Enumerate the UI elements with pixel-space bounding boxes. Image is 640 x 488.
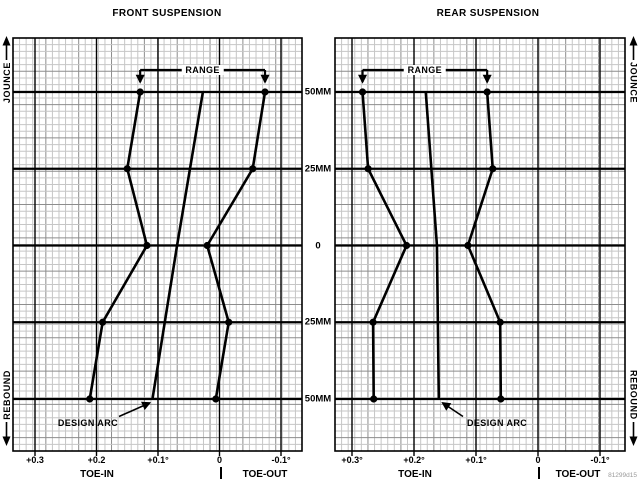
data-point-dot [212, 395, 220, 403]
rebound-axis-label-left: REBOUND [0, 370, 13, 446]
design-arc-curve [424, 91, 441, 400]
front-chart-title: FRONT SUSPENSION [112, 8, 222, 19]
rear-chart-title: REAR SUSPENSION [436, 8, 540, 19]
data-point-dot [358, 88, 367, 96]
toe-in-zone-label-front: TOE-IN [80, 469, 114, 480]
data-point-dot [136, 88, 144, 96]
data-point-dot [225, 318, 233, 326]
data-point-dot [369, 318, 377, 326]
grid-border [334, 37, 626, 452]
range-annotation-rear: RANGE [403, 65, 447, 75]
toe-zero-separator [538, 467, 540, 479]
data-point-dot [402, 241, 411, 250]
data-point-dot [123, 165, 131, 173]
jounce-label-text: JOUNCE [628, 62, 639, 104]
rear-chart [334, 37, 626, 456]
rebound-axis-label-right: REBOUND [627, 370, 640, 446]
jounce-axis-label-left: JOUNCE [0, 36, 13, 103]
data-point-dot [364, 165, 372, 173]
design-arc-pointer [441, 401, 464, 418]
data-point-dot [370, 395, 378, 403]
down-arrow-icon [2, 421, 11, 446]
front-chart [12, 37, 303, 456]
grid-border [12, 37, 303, 452]
data-point-dot [483, 88, 491, 96]
data-point-dot [261, 88, 269, 96]
data-point-dot [464, 241, 472, 250]
design-arc-annotation-front: DESIGN ARC [57, 418, 118, 428]
figure-code: 81299d15 [608, 472, 637, 479]
data-point-dot [86, 395, 94, 403]
up-arrow-icon [2, 36, 11, 60]
design-arc-pointer [118, 401, 152, 418]
up-arrow-icon [629, 36, 638, 60]
jounce-label-text: JOUNCE [1, 62, 12, 104]
jounce-axis-label-right: JOUNCE [627, 36, 640, 103]
data-point-dot [496, 318, 504, 326]
down-arrow-icon [629, 421, 638, 446]
toe-out-zone-label-front: TOE-OUT [242, 469, 288, 480]
toe-zero-separator [220, 467, 222, 479]
toe-in-zone-label-rear: TOE-IN [398, 469, 432, 480]
data-point-dot [99, 318, 107, 326]
data-point-dot [143, 241, 151, 250]
range-annotation-front: RANGE [181, 65, 224, 75]
design-arc-curve [151, 91, 205, 400]
rebound-label-text: REBOUND [628, 370, 639, 420]
data-point-dot [489, 165, 497, 173]
data-point-dot [249, 165, 257, 173]
design-arc-annotation-rear: DESIGN ARC [467, 418, 528, 428]
data-point-dot [497, 395, 505, 403]
toe-out-zone-label-rear: TOE-OUT [555, 469, 601, 480]
rebound-label-text: REBOUND [1, 370, 12, 420]
data-point-dot [203, 241, 211, 250]
